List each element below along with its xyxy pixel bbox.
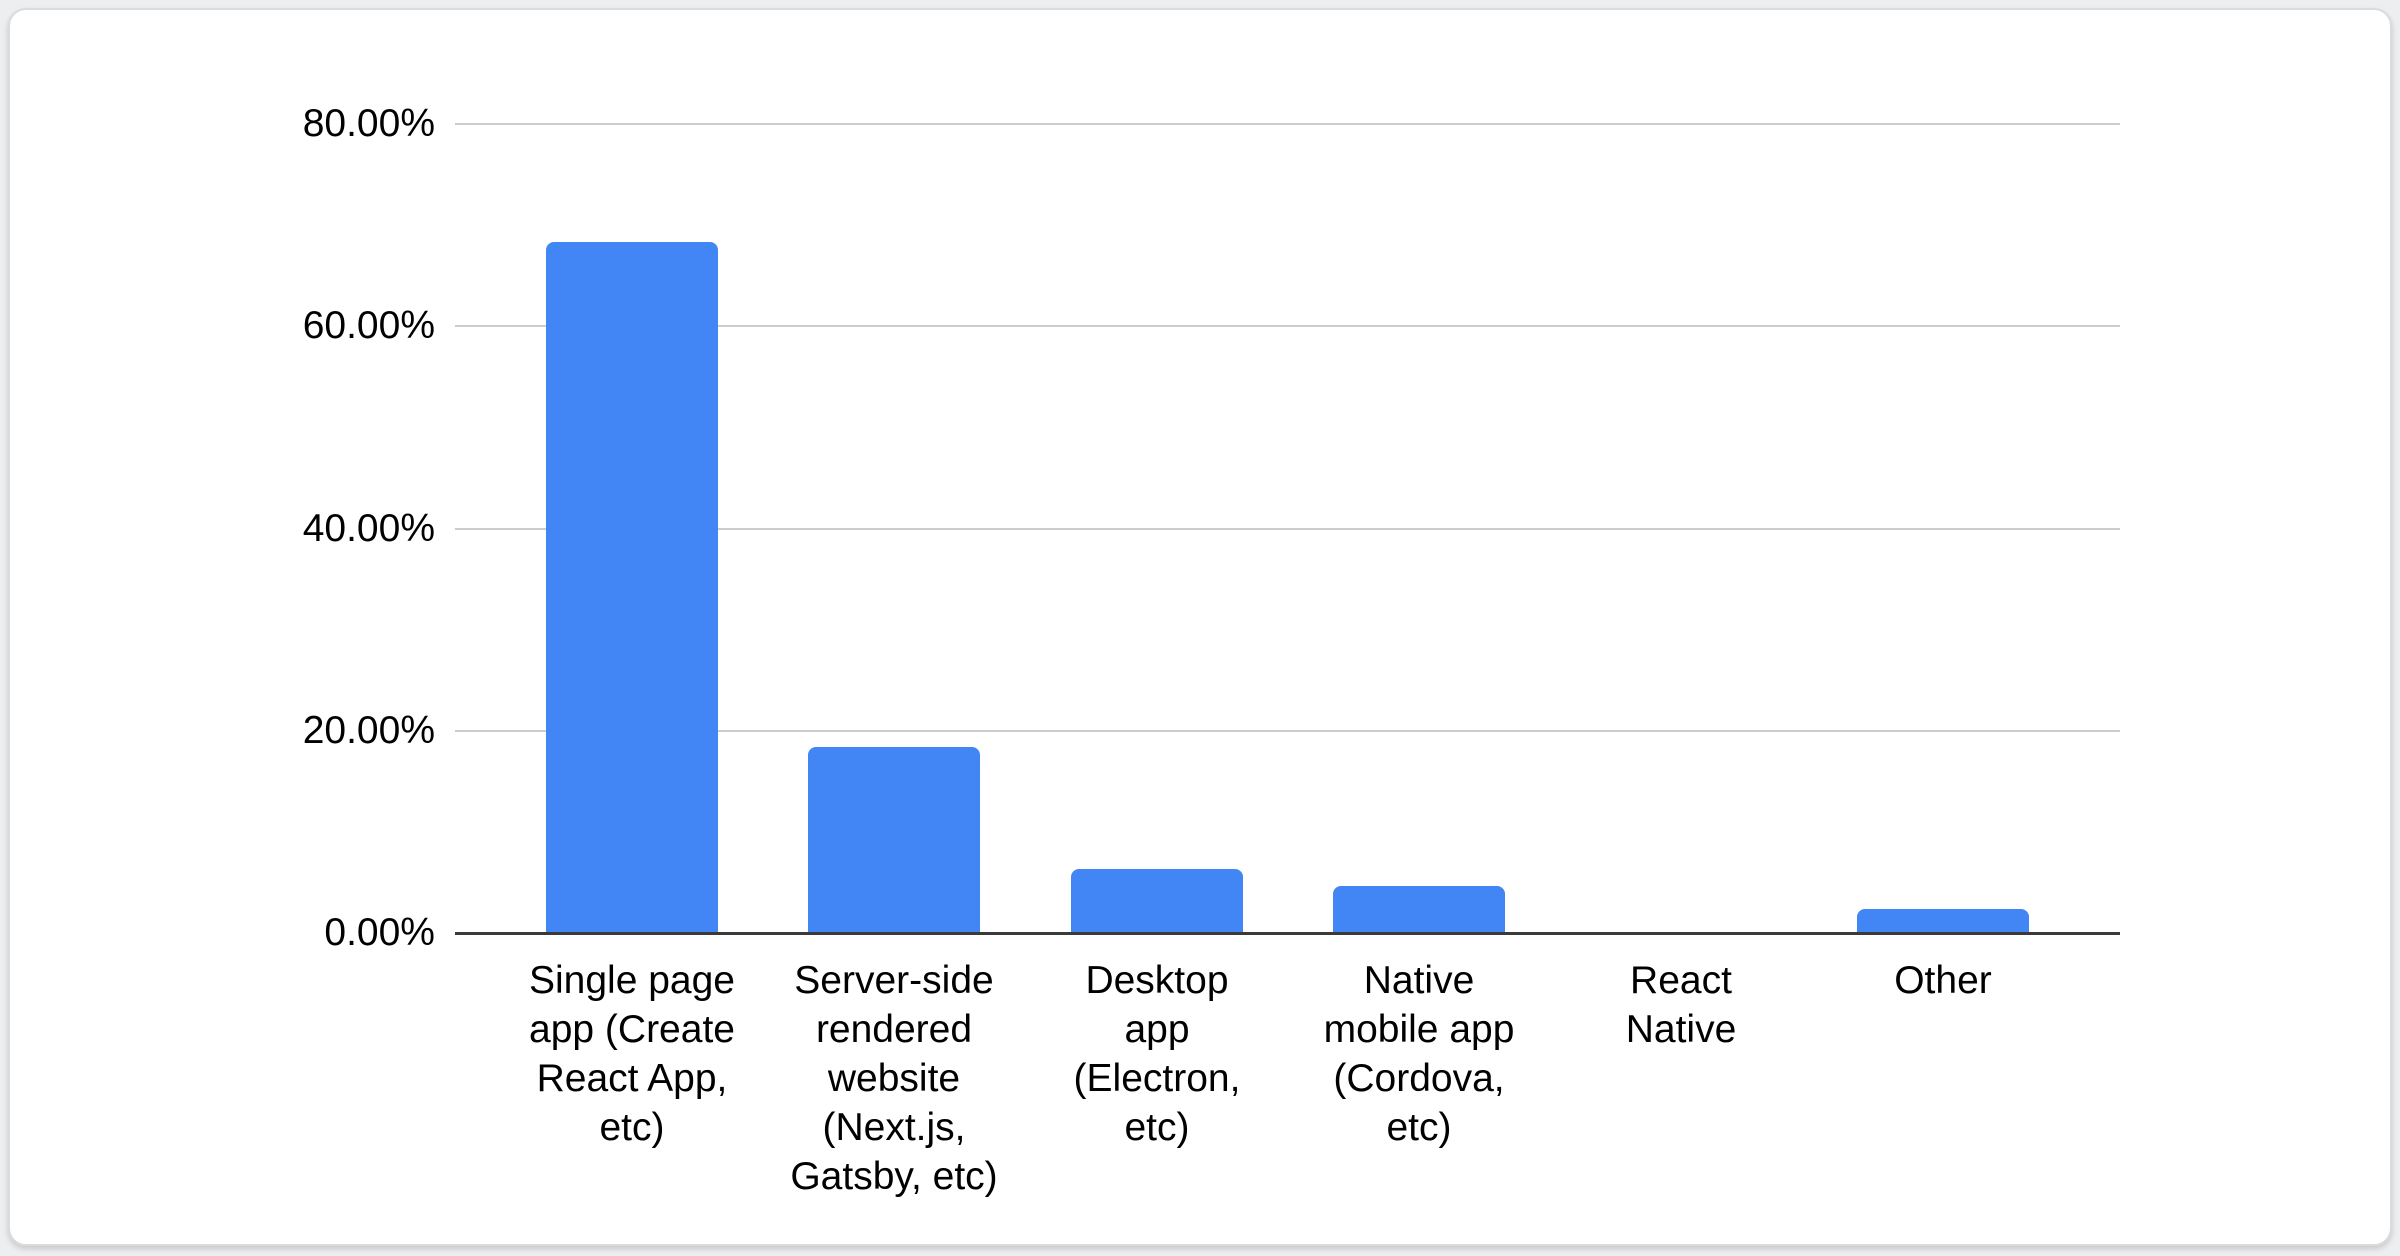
x-axis-category-label: Desktop app (Electron, etc) [1073, 959, 1241, 1149]
x-axis-category-label: Other [1894, 959, 1992, 1002]
gridline [455, 123, 2120, 125]
chart-bar[interactable] [1071, 869, 1243, 933]
y-axis-tick-label: 20.00% [302, 709, 435, 752]
chart-bar[interactable] [546, 242, 718, 933]
x-axis-baseline [455, 932, 2120, 935]
chart-card: 0.00% 20.00% 40.00% 60.00% 80.00% Single pag… [8, 8, 2392, 1246]
chart-bar[interactable] [1857, 909, 2029, 933]
x-axis-category-label: Single page app (Create React App, etc) [528, 959, 735, 1149]
bar-chart: 0.00% 20.00% 40.00% 60.00% 80.00% Single pag… [10, 10, 2390, 1244]
gridline [455, 325, 2120, 327]
chart-bar[interactable] [1333, 886, 1505, 933]
x-axis-category-label: React Native [1625, 959, 1737, 1051]
y-axis-tick-label: 0.00% [324, 911, 435, 954]
gridline [455, 528, 2120, 530]
y-axis-tick-label: 60.00% [302, 304, 435, 347]
gridline [455, 730, 2120, 732]
y-axis-tick-label: 80.00% [302, 102, 435, 145]
x-axis-category-label: Server-side rendered website (Next.js, G… [790, 959, 998, 1198]
chart-bar[interactable] [808, 747, 980, 933]
x-axis-category-label: Native mobile app (Cordova, etc) [1323, 959, 1515, 1149]
y-axis-tick-label: 40.00% [302, 507, 435, 550]
